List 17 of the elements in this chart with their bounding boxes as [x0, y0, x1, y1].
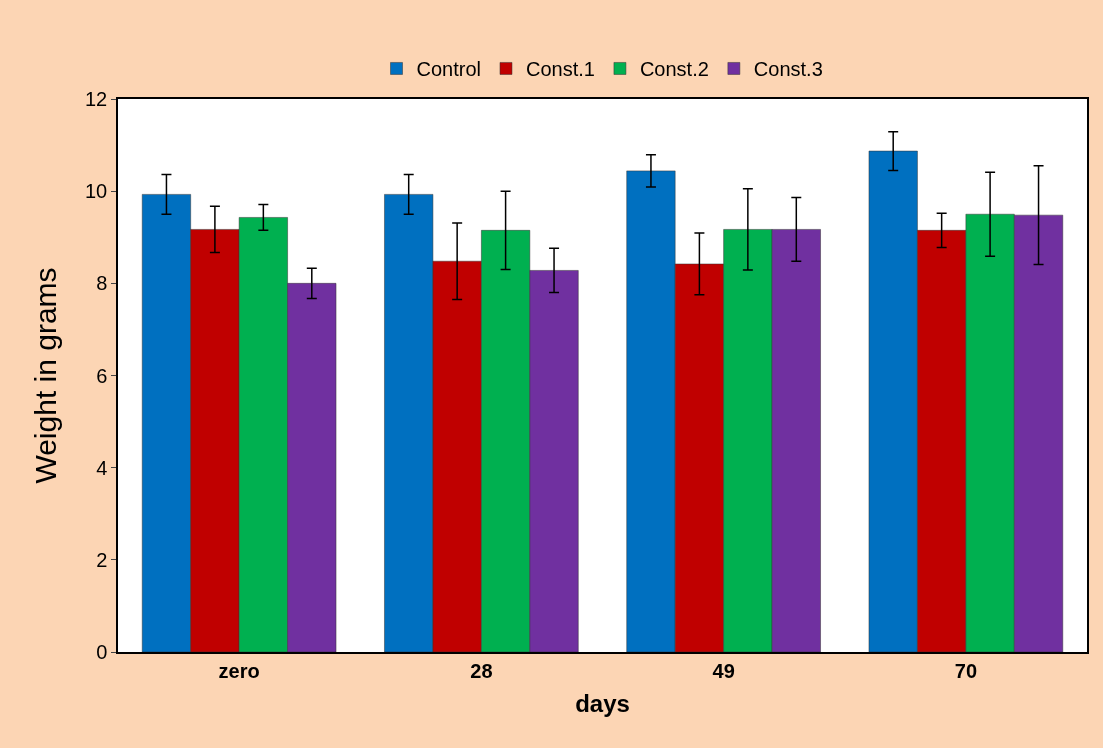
x-tick-label: zero [218, 659, 260, 682]
legend-label: Const.3 [753, 58, 823, 81]
x-tick-label: 28 [470, 659, 493, 682]
y-tick-label: 10 [85, 180, 108, 203]
legend-label: Const.2 [639, 58, 709, 81]
y-axis-title: Weight in grams [28, 267, 62, 484]
legend-label: Const.1 [525, 58, 595, 81]
y-tick-label: 6 [96, 364, 108, 387]
y-tick-label: 12 [85, 88, 108, 110]
y-tick-label: 8 [96, 272, 108, 295]
y-tick-label: 2 [96, 548, 108, 571]
y-tick-label: 0 [96, 641, 108, 663]
x-tick-label: 49 [712, 659, 735, 682]
x-tick-label: 70 [954, 659, 978, 682]
y-tick-label: 4 [96, 456, 108, 479]
legend-label: Control [416, 58, 481, 81]
x-axis-title: days [575, 689, 630, 717]
